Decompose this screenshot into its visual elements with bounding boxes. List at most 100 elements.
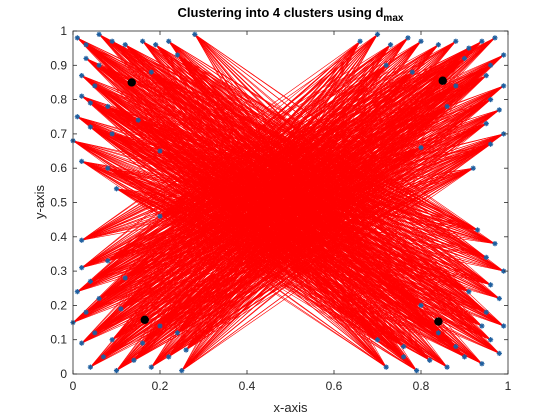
chart-title-main: Clustering into 4 clusters using d [178,5,384,20]
chart-title: Clustering into 4 clusters using dmax [178,5,404,24]
cluster-link [107,167,474,262]
data-point [131,357,137,363]
cluster-link [81,167,474,241]
cluster-link [81,65,387,268]
cluster-link [81,37,496,241]
cluster-link [177,71,413,334]
centroids [127,76,447,326]
data-point [435,330,441,336]
cluster-link [116,106,448,371]
cluster-link [177,65,387,333]
centroid-marker [438,76,447,85]
data-point [488,141,494,147]
data-point [148,69,154,75]
cluster-link [142,167,474,344]
data-point [166,38,172,44]
cluster-link [81,85,456,241]
cluster-link [99,167,474,299]
cluster-link [125,65,387,279]
data-point [157,323,163,329]
cluster-link [81,34,378,241]
cluster-link [120,106,448,310]
x-ticks: 0 0.2 0.4 0.6 0.8 1 [70,31,512,393]
cluster-link [120,71,413,310]
cluster-link [81,44,439,241]
data-point [122,42,128,48]
data-point [79,72,85,79]
data-point [100,354,107,360]
cluster-link [81,65,387,241]
cluster-link [185,72,413,351]
y-tick-label: 1 [60,24,67,38]
data-point [444,103,450,110]
data-point [109,131,115,137]
cluster-link [116,85,456,371]
data-point [105,258,111,264]
cluster-link [90,133,504,282]
cluster-link [90,147,422,368]
data-point [109,337,115,343]
data-point [401,354,407,360]
cluster-link [142,106,448,344]
cluster-link [90,65,387,368]
cluster-link [81,65,491,241]
data-point [483,121,489,127]
cluster-link [81,85,456,344]
cluster-link [81,37,409,241]
data-point [488,62,494,68]
cluster-link [72,58,465,323]
data-point [96,31,102,38]
y-tick-label: 0.6 [50,161,67,175]
data-point [135,117,141,123]
data-point [383,62,389,68]
cluster-links [72,34,504,371]
data-point [483,309,489,315]
cluster-link [159,71,413,217]
data-point [479,323,485,329]
data-point [435,42,441,48]
data-point [405,35,411,41]
cluster-link [81,41,483,241]
y-tick-label: 0.1 [50,333,67,347]
data-point [414,367,420,374]
cluster-link [81,71,413,268]
data-point [357,38,363,44]
x-tick-label: 0.2 [152,379,169,393]
data-point [83,309,89,315]
cluster-link [112,133,504,340]
data-point [409,69,415,75]
cluster-link [85,106,448,313]
data-point [461,55,468,62]
data-point [109,38,115,44]
x-tick-label: 0.8 [413,379,430,393]
cluster-link [185,85,457,351]
cluster-link [81,37,409,268]
x-tick-label: 0 [70,379,77,393]
cluster-link [151,85,457,368]
y-tick-label: 0.5 [50,196,67,210]
cluster-link [81,41,422,241]
data-point [74,289,80,295]
cluster-link [181,167,474,371]
data-point [501,323,507,329]
data-point [492,35,498,41]
data-point [192,31,198,38]
cluster-link [120,85,456,310]
data-point [492,241,498,247]
cluster-link [85,167,474,313]
cluster-link [112,85,456,340]
centroid-marker [434,317,443,326]
data-point [466,45,472,51]
cluster-link [133,85,456,361]
y-axis-label: y-axis [32,185,47,219]
y-tick-label: 0.4 [50,230,67,244]
cluster-link [181,147,422,371]
y-tick-label: 0.3 [50,264,67,278]
data-point [479,38,485,44]
cluster-link [98,143,491,299]
cluster-link [125,99,491,279]
cluster-link [159,37,409,217]
data-point [183,347,189,353]
data-point [374,337,381,343]
